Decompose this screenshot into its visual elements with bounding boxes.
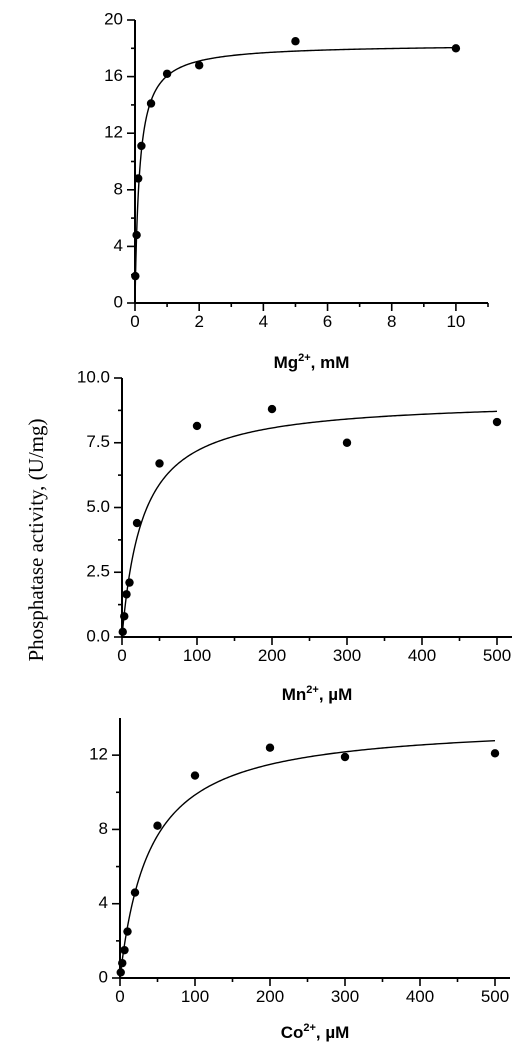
y-tick-label: 4 <box>99 893 108 912</box>
data-point <box>451 44 461 53</box>
data-point <box>162 69 172 78</box>
data-point <box>146 99 156 108</box>
y-tick-label: 2.5 <box>86 562 110 581</box>
x-axis-label: Mg2+, mM <box>274 352 350 372</box>
y-tick-label: 7.5 <box>86 432 110 451</box>
data-point <box>132 518 142 528</box>
data-point <box>291 37 300 46</box>
x-tick-label: 100 <box>181 987 209 1006</box>
y-tick-label: 4 <box>114 236 123 255</box>
data-point <box>194 61 204 70</box>
data-point <box>130 888 140 897</box>
x-tick-label: 300 <box>333 646 361 665</box>
y-axis-label: Phosphatase activity, (U/mg) <box>24 418 48 661</box>
y-tick-label: 16 <box>104 66 123 85</box>
fit-curve <box>119 740 496 979</box>
x-tick-label: 6 <box>323 312 332 331</box>
chart-panel-3: 0 4 8 12 0 100 200 300 400 500 Co2+, µM <box>89 718 510 1042</box>
data-point <box>267 404 277 414</box>
data-point <box>265 743 275 752</box>
data-point <box>153 821 162 830</box>
data-point <box>134 174 143 183</box>
y-tick-label: 0.0 <box>86 626 110 645</box>
y-tick-label: 5.0 <box>86 497 110 516</box>
x-axis-label-unit: , mM <box>311 353 350 372</box>
x-axis-label-unit: , µM <box>319 685 352 704</box>
x-tick-label: 4 <box>259 312 268 331</box>
data-point <box>137 141 146 151</box>
x-tick-label: 0 <box>130 312 139 331</box>
x-tick-label: 400 <box>408 646 436 665</box>
data-point <box>340 752 350 762</box>
x-tick-label: 0 <box>117 646 126 665</box>
x-tick-label: 500 <box>481 987 509 1006</box>
data-point <box>125 578 134 587</box>
data-point <box>118 958 127 968</box>
x-axis-label: Co2+, µM <box>281 1022 350 1042</box>
data-point <box>342 438 352 447</box>
fit-curve <box>134 46 456 303</box>
x-axis-label-unit: , µM <box>316 1023 349 1042</box>
x-axis-label-base: Mn <box>282 685 307 704</box>
chart-panel-1: 0 4 8 12 16 20 0 2 4 6 8 10 Mg2+, mM <box>104 9 489 372</box>
y-tick-label: 10.0 <box>77 367 110 386</box>
x-tick-label: 300 <box>331 987 359 1006</box>
x-tick-label: 8 <box>387 312 396 331</box>
x-axis-label-base: Mg <box>274 353 299 372</box>
chart-panel-2: 0.0 2.5 5.0 7.5 10.0 0 100 200 300 400 500 Mn2+, µM <box>77 367 512 704</box>
data-point <box>190 771 200 780</box>
data-point <box>131 271 140 281</box>
y-tick-label: 8 <box>99 819 108 838</box>
x-axis-label-base: Co <box>281 1023 304 1042</box>
x-tick-label: 10 <box>446 312 465 331</box>
x-axis-label-sup: 2+ <box>306 684 319 696</box>
x-tick-label: 400 <box>406 987 434 1006</box>
x-tick-label: 2 <box>194 312 203 331</box>
x-tick-label: 200 <box>258 646 286 665</box>
y-tick-label: 0 <box>99 967 108 986</box>
y-tick-label: 12 <box>89 745 108 764</box>
x-tick-label: 500 <box>483 646 511 665</box>
x-tick-label: 200 <box>256 987 284 1006</box>
y-tick-label: 12 <box>104 123 123 142</box>
data-point <box>132 230 141 240</box>
data-point <box>116 968 125 977</box>
fit-curve <box>121 410 498 638</box>
data-point <box>192 421 202 431</box>
data-point <box>155 459 164 468</box>
data-point <box>490 749 500 758</box>
data-point <box>123 927 132 936</box>
y-tick-label: 20 <box>104 9 123 28</box>
x-axis-label-sup: 2+ <box>298 352 311 364</box>
y-tick-label: 0 <box>114 292 123 311</box>
x-axis-label-sup: 2+ <box>303 1022 316 1034</box>
data-point <box>118 627 127 637</box>
y-tick-label: 8 <box>114 179 123 198</box>
data-point <box>492 417 502 427</box>
x-tick-label: 100 <box>183 646 211 665</box>
data-point <box>120 945 129 955</box>
data-point <box>122 590 131 599</box>
x-tick-label: 0 <box>115 987 124 1006</box>
x-axis-label: Mn2+, µM <box>282 684 353 704</box>
data-point <box>120 612 129 621</box>
